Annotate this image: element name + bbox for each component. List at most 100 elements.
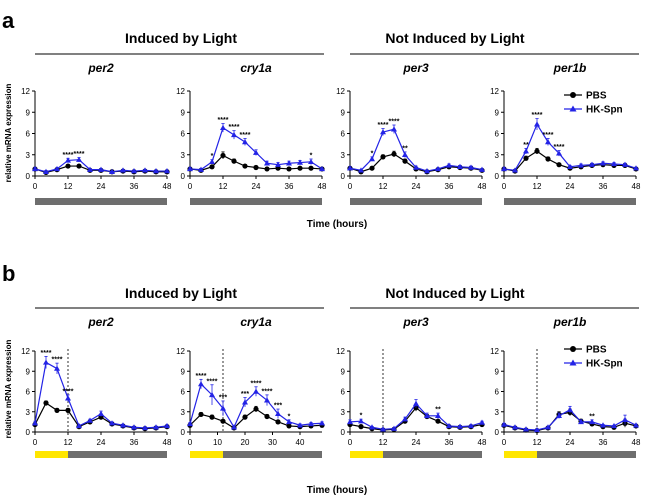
data-point xyxy=(264,413,270,420)
y-tick-label: 6 xyxy=(341,388,346,397)
significance-label: **** xyxy=(63,388,74,395)
y-tick-label: 0 xyxy=(26,172,31,181)
y-tick-label: 3 xyxy=(181,151,186,160)
data-point xyxy=(611,422,617,429)
x-tick-label: 12 xyxy=(379,182,388,191)
data-point xyxy=(164,422,170,429)
data-point xyxy=(220,405,226,411)
legend-marker xyxy=(569,105,577,112)
y-tick-label: 6 xyxy=(181,130,186,139)
legend-label: PBS xyxy=(586,91,607,102)
data-point xyxy=(98,166,104,172)
data-point xyxy=(109,420,115,426)
significance-label: **** xyxy=(251,380,262,387)
significance-label: **** xyxy=(207,378,218,385)
data-point xyxy=(286,160,292,166)
data-point xyxy=(468,164,474,170)
x-tick-label: 12 xyxy=(533,438,542,447)
data-point xyxy=(297,165,303,171)
y-tick-label: 0 xyxy=(341,428,346,437)
data-point xyxy=(369,156,375,162)
plot-title: per2 xyxy=(87,315,114,329)
series-PBS xyxy=(347,403,485,433)
data-point xyxy=(65,395,71,401)
data-point xyxy=(435,418,441,424)
data-point xyxy=(545,424,551,430)
data-point xyxy=(435,412,441,418)
data-point xyxy=(231,131,237,138)
data-point xyxy=(231,424,237,430)
significance-label: ** xyxy=(523,142,529,149)
legend-label: HK-Spn xyxy=(586,105,623,116)
plot-title: per2 xyxy=(87,61,114,75)
y-tick-label: 9 xyxy=(26,367,31,376)
x-tick-label: 36 xyxy=(285,182,294,191)
data-point xyxy=(286,166,292,172)
data-point xyxy=(65,157,71,163)
data-point xyxy=(347,418,353,425)
data-point xyxy=(512,424,518,430)
series-HK-Spn xyxy=(187,123,325,172)
x-tick-label: 24 xyxy=(97,438,106,447)
data-point xyxy=(153,168,159,174)
y-tick-label: 0 xyxy=(341,172,346,181)
x-tick-label: 24 xyxy=(97,182,106,191)
data-point xyxy=(253,388,259,394)
data-point xyxy=(556,412,562,418)
data-point xyxy=(54,365,60,371)
light-phase-bar xyxy=(190,451,223,458)
x-tick-label: 20 xyxy=(241,438,250,447)
x-axis-label: Time (hours) xyxy=(307,219,367,230)
x-tick-label: 0 xyxy=(188,438,193,447)
legend: PBS HK-Spn xyxy=(564,345,623,370)
data-point xyxy=(87,166,93,172)
data-point xyxy=(275,419,281,425)
x-tick-label: 48 xyxy=(478,182,487,191)
data-point xyxy=(109,168,115,174)
data-point xyxy=(220,418,226,424)
data-point xyxy=(358,418,364,424)
significance-label: **** xyxy=(229,124,240,131)
data-point xyxy=(545,139,551,145)
data-point xyxy=(457,163,463,169)
x-tick-label: 24 xyxy=(566,182,575,191)
data-point xyxy=(424,168,430,174)
x-tick-label: 48 xyxy=(478,438,487,447)
data-point xyxy=(391,126,397,132)
x-tick-label: 0 xyxy=(33,182,38,191)
group-header: Induced by Light xyxy=(125,30,237,46)
data-point xyxy=(369,165,375,171)
data-point xyxy=(402,416,408,422)
x-tick-label: 36 xyxy=(599,438,608,447)
data-point xyxy=(308,420,314,427)
legend: PBS HK-Spn xyxy=(564,91,623,116)
group-header: Induced by Light xyxy=(125,285,237,301)
significance-label: **** xyxy=(262,388,273,395)
data-point xyxy=(468,422,474,429)
y-tick-label: 3 xyxy=(26,151,31,160)
data-point xyxy=(369,424,375,430)
significance-label: *** xyxy=(219,394,227,401)
data-point xyxy=(402,151,408,157)
data-point xyxy=(253,149,259,155)
legend-label: HK-Spn xyxy=(586,359,623,370)
y-tick-label: 0 xyxy=(181,428,186,437)
data-point xyxy=(32,165,38,172)
panel-label: b xyxy=(2,261,15,286)
plot-title: per3 xyxy=(402,315,429,329)
group-header: Not Induced by Light xyxy=(385,30,525,46)
y-tick-label: 12 xyxy=(336,87,345,96)
data-point xyxy=(523,148,529,154)
data-point xyxy=(54,165,60,172)
x-axis-label: Time (hours) xyxy=(307,485,367,496)
series-HK-Spn xyxy=(187,378,325,430)
y-tick-label: 0 xyxy=(26,428,31,437)
data-point xyxy=(242,399,248,405)
data-point xyxy=(589,161,595,167)
y-tick-label: 3 xyxy=(495,408,500,417)
y-tick-label: 6 xyxy=(495,130,500,139)
data-point xyxy=(120,167,126,173)
